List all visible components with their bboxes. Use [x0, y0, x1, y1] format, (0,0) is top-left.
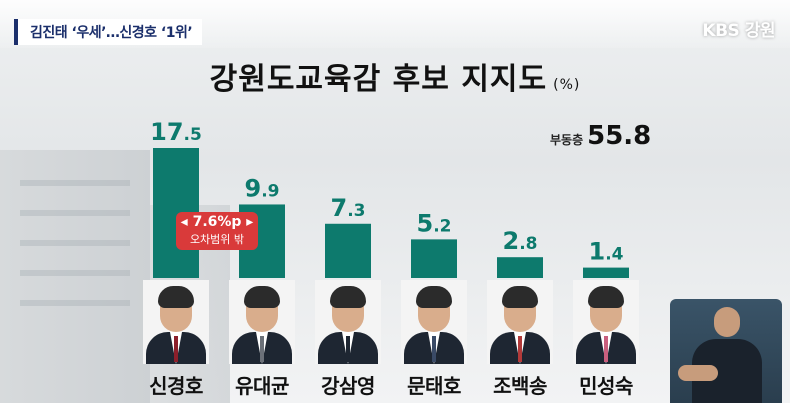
candidate-photo: [229, 280, 295, 364]
news-headline: 김진태 ‘우세’…신경호 ‘1위’: [14, 19, 203, 45]
photo-hair: [244, 286, 280, 308]
chart-unit: (%): [553, 77, 581, 93]
candidate-photo: [315, 280, 381, 364]
photo-hair: [588, 286, 624, 308]
margin-of-error-badge: ◂ 7.6%p ▸ 오차범위 밖: [176, 212, 258, 250]
candidate-photo: [143, 280, 209, 364]
bar-value-label: 5.2: [417, 209, 452, 237]
chart-title: 강원도교육감 후보 지지도 (%): [0, 54, 790, 98]
badge-note: 오차범위 밖: [189, 233, 245, 246]
interpreter-head: [714, 307, 740, 337]
photo-tie: [346, 336, 350, 362]
building-window: [20, 240, 130, 246]
candidate-name: 강삼영: [321, 374, 375, 398]
building-window: [20, 210, 130, 216]
bar-value-label: 7.3: [331, 194, 366, 222]
photo-hair: [330, 286, 366, 308]
bar-value-label: 2.8: [503, 227, 538, 255]
photo-tie: [174, 336, 178, 362]
candidate-name: 조백송: [493, 374, 547, 398]
background-building: [0, 150, 150, 403]
photo-tie: [432, 336, 436, 362]
candidate-name: 유대균: [235, 374, 289, 398]
bar-value-label: 17.5: [150, 118, 202, 146]
chart-title-text: 강원도교육감 후보 지지도: [209, 62, 548, 97]
bar-조백송: [497, 257, 543, 278]
kbs-logo: KBS 강원: [702, 21, 775, 41]
photo-hair: [502, 286, 538, 308]
candidate-name: 신경호: [149, 374, 203, 398]
candidate-name: 민성숙: [579, 374, 633, 398]
undecided-label: 부동층: [550, 133, 584, 147]
candidate-photo: [573, 280, 639, 364]
badge-gap-value: ◂ 7.6%p ▸: [180, 214, 254, 230]
photo-hair: [416, 286, 452, 308]
undecided-block: 부동층 55.8: [550, 121, 651, 151]
building-window: [20, 180, 130, 186]
bar-강삼영: [325, 223, 371, 278]
bar-민성숙: [583, 267, 629, 278]
building-window: [20, 300, 130, 306]
headline-text: 김진태 ‘우세’…신경호 ‘1위’: [30, 25, 193, 41]
building-window: [20, 270, 130, 276]
photo-hair: [158, 286, 194, 308]
bar-문태호: [411, 239, 457, 278]
bar-value-label: 9.9: [245, 174, 280, 202]
photo-tie: [260, 336, 264, 362]
bar-value-label: 1.4: [589, 238, 624, 266]
sign-language-interpreter: [670, 299, 782, 403]
candidate-name: 문태호: [407, 374, 461, 398]
interpreter-hands: [678, 365, 718, 381]
candidate-photo: [487, 280, 553, 364]
undecided-value: 55.8: [587, 121, 652, 151]
photo-tie: [518, 336, 522, 362]
candidate-photo: [401, 280, 467, 364]
photo-tie: [604, 336, 608, 362]
